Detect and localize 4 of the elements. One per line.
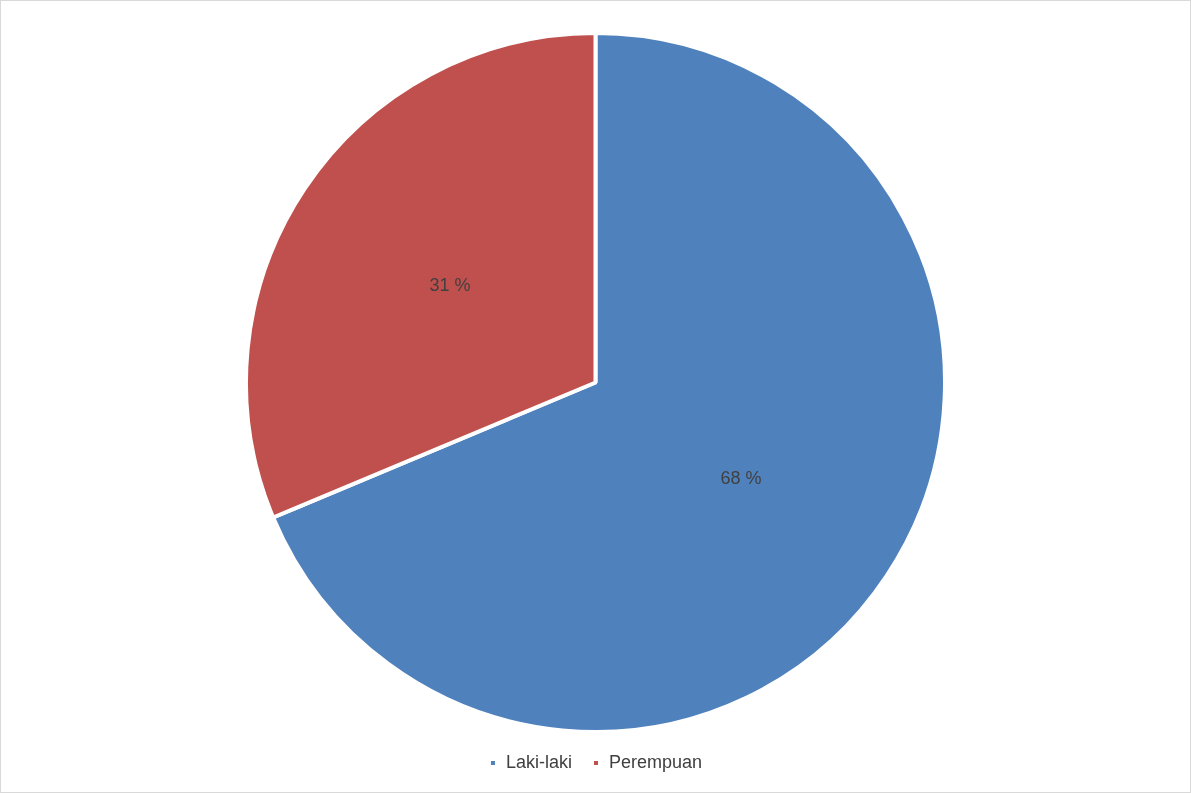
data-label: 31 % <box>429 274 471 295</box>
legend-label: Laki-laki <box>505 751 572 772</box>
data-label: 68 % <box>720 468 762 489</box>
legend-label: Perempuan <box>608 751 703 772</box>
